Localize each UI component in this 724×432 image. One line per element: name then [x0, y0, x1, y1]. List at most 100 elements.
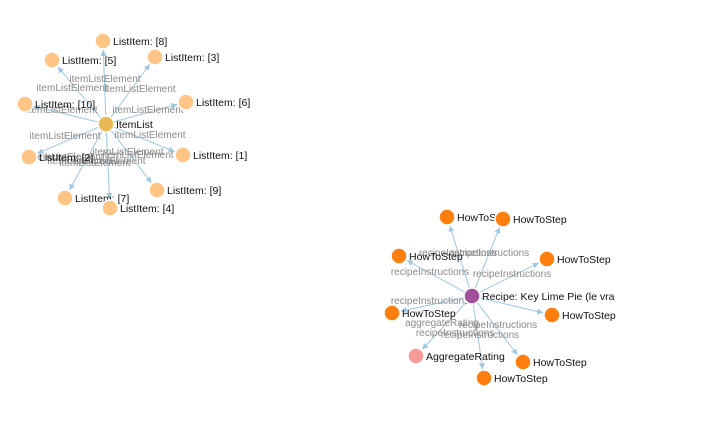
node-howtostep-4-circle[interactable] — [383, 304, 401, 322]
node-listitem-7-label: ListItem: [9] — [167, 185, 221, 197]
node-listitem-0-circle[interactable] — [94, 32, 112, 50]
node-listitem-9-label: ListItem: [4] — [120, 203, 174, 215]
edge-itemlist-6 — [113, 126, 175, 153]
edge-recipe-step-7 — [472, 303, 485, 370]
edge-itemlist-8 — [68, 130, 103, 191]
edge-itemlist-8-label: itemListElement — [59, 158, 130, 169]
edge-recipe-rating — [421, 301, 467, 350]
node-listitem-9-circle[interactable] — [101, 199, 119, 217]
edge-itemlist-7-label: itemListElement — [102, 150, 173, 161]
edge-itemlist-5 — [37, 126, 99, 154]
node-howtostep-5[interactable]: HowToStep — [543, 306, 616, 324]
node-listitem-6[interactable]: ListItem: [1] — [174, 146, 247, 164]
node-howtostep-0-circle[interactable] — [438, 208, 456, 226]
node-listitem-6-circle[interactable] — [174, 146, 192, 164]
node-listitem-0[interactable]: ListItem: [8] — [94, 32, 167, 50]
node-listitem-9[interactable]: ListItem: [4] — [101, 199, 174, 217]
edge-recipe-step-1 — [474, 227, 501, 289]
node-howtostep-7[interactable]: HowToStep — [475, 369, 548, 387]
node-listitem-4[interactable]: ListItem: [6] — [177, 93, 250, 111]
edge-itemlist-3 — [33, 104, 99, 123]
edge-recipe-step-1-label: recipeInstructions — [451, 248, 529, 259]
node-howtostep-3-label: HowToStep — [557, 254, 611, 266]
node-howtostep-4[interactable]: HowToStep — [383, 304, 456, 322]
edge-itemlist-extra-label-1: itemListElement — [114, 130, 185, 141]
edge-recipe-rating-label: aggregateRating — [405, 318, 479, 329]
edge-itemlist-extra-label-0: itemListElement — [29, 131, 100, 142]
node-itemlist-label: ItemList — [116, 119, 153, 131]
node-listitem-1-circle[interactable] — [43, 51, 61, 69]
node-howtostep-6-label: HowToStep — [533, 357, 587, 369]
edge-itemlist-3-label: itemListElement — [26, 105, 97, 116]
edge-itemlist-1 — [57, 66, 102, 119]
node-howtostep-2[interactable]: HowToStep — [390, 247, 463, 265]
edge-recipe-step-2 — [406, 259, 466, 293]
edge-recipe-step-6 — [476, 302, 518, 356]
node-recipe-circle[interactable] — [463, 287, 481, 305]
node-aggregaterating-circle[interactable] — [407, 347, 425, 365]
node-howtostep-5-circle[interactable] — [543, 306, 561, 324]
node-howtostep-5-label: HowToStep — [562, 310, 616, 322]
node-howtostep-3-circle[interactable] — [538, 250, 556, 268]
edge-itemlist-9-label: itemListElement — [74, 156, 145, 167]
node-howtostep-1[interactable]: HowToStep — [494, 210, 567, 228]
edge-recipe-step-4-label: recipeInstructions — [391, 296, 469, 307]
node-recipe[interactable]: Recipe: Key Lime Pie (le vra — [463, 287, 615, 305]
node-howtostep-6[interactable]: HowToStep — [514, 353, 587, 371]
edge-itemlist-extra-label-2: itemListElement — [47, 156, 118, 167]
node-listitem-0-label: ListItem: [8] — [113, 36, 167, 48]
node-howtostep-7-label: HowToStep — [494, 373, 548, 385]
node-howtostep-4-label: HowToStep — [402, 308, 456, 320]
node-howtostep-1-circle[interactable] — [494, 210, 512, 228]
node-howtostep-3[interactable]: HowToStep — [538, 250, 611, 268]
node-listitem-5-label: ListItem: [2] — [39, 152, 93, 164]
edges-layer — [33, 49, 544, 370]
node-listitem-4-label: ListItem: [6] — [196, 97, 250, 109]
node-listitem-2[interactable]: ListItem: [3] — [146, 48, 219, 66]
node-listitem-2-label: ListItem: [3] — [165, 52, 219, 64]
edge-itemlist-0 — [100, 49, 107, 117]
node-howtostep-6-circle[interactable] — [514, 353, 532, 371]
edge-itemlist-4-label: itemListElement — [112, 105, 183, 116]
edge-recipe-step-5 — [479, 297, 544, 315]
node-itemlist[interactable]: ItemList — [97, 115, 153, 133]
node-howtostep-2-circle[interactable] — [390, 247, 408, 265]
node-listitem-4-circle[interactable] — [177, 93, 195, 111]
edge-recipe-step-5-label: recipeInstructions — [459, 320, 537, 331]
nodes-layer: ListItem: [8] ListItem: [5] ListItem: [3] L… — [16, 32, 616, 387]
edge-recipe-step-6-label: recipeInstructions — [416, 328, 494, 339]
edge-recipe-step-3 — [478, 262, 540, 293]
edge-itemlist-9 — [105, 131, 113, 200]
node-listitem-5[interactable]: ListItem: [2] — [20, 148, 93, 166]
node-listitem-8-circle[interactable] — [56, 189, 74, 207]
edge-recipe-step-7-label: recipeInstructions — [441, 330, 519, 341]
node-listitem-2-circle[interactable] — [146, 48, 164, 66]
node-howtostep-7-circle[interactable] — [475, 369, 493, 387]
node-listitem-8[interactable]: ListItem: [7] — [56, 189, 129, 207]
edge-recipe-step-3-label: recipeInstructions — [473, 269, 551, 280]
edge-recipe-step-2-label: recipeInstructions — [391, 267, 469, 278]
edge-itemlist-4 — [113, 103, 178, 123]
node-listitem-3-label: ListItem: [10] — [35, 99, 95, 111]
node-listitem-3-circle[interactable] — [16, 95, 34, 113]
node-listitem-7[interactable]: ListItem: [9] — [148, 181, 221, 199]
edge-itemlist-0-label: itemListElement — [69, 74, 140, 85]
node-listitem-7-circle[interactable] — [148, 181, 166, 199]
node-aggregaterating-label: AggregateRating — [426, 351, 505, 363]
edge-itemlist-7 — [110, 130, 152, 184]
edge-itemlist-2 — [110, 63, 151, 118]
node-howtostep-0[interactable]: HowToS — [438, 208, 496, 226]
node-listitem-1[interactable]: ListItem: [5] — [43, 51, 116, 69]
node-howtostep-1-label: HowToStep — [513, 214, 567, 226]
node-listitem-5-circle[interactable] — [20, 148, 38, 166]
node-itemlist-circle[interactable] — [97, 115, 115, 133]
edge-labels-layer: itemListElementitemListElementitemListEl… — [26, 74, 551, 341]
node-howtostep-0-label: HowToS — [457, 212, 496, 224]
edge-itemlist-5-label: itemListElement — [32, 152, 103, 163]
node-aggregaterating[interactable]: AggregateRating — [407, 347, 505, 365]
node-listitem-3[interactable]: ListItem: [10] — [16, 95, 95, 113]
edge-recipe-step-0 — [448, 225, 471, 289]
edge-itemlist-6-label: itemListElement — [92, 147, 163, 158]
node-listitem-1-label: ListItem: [5] — [62, 55, 116, 67]
